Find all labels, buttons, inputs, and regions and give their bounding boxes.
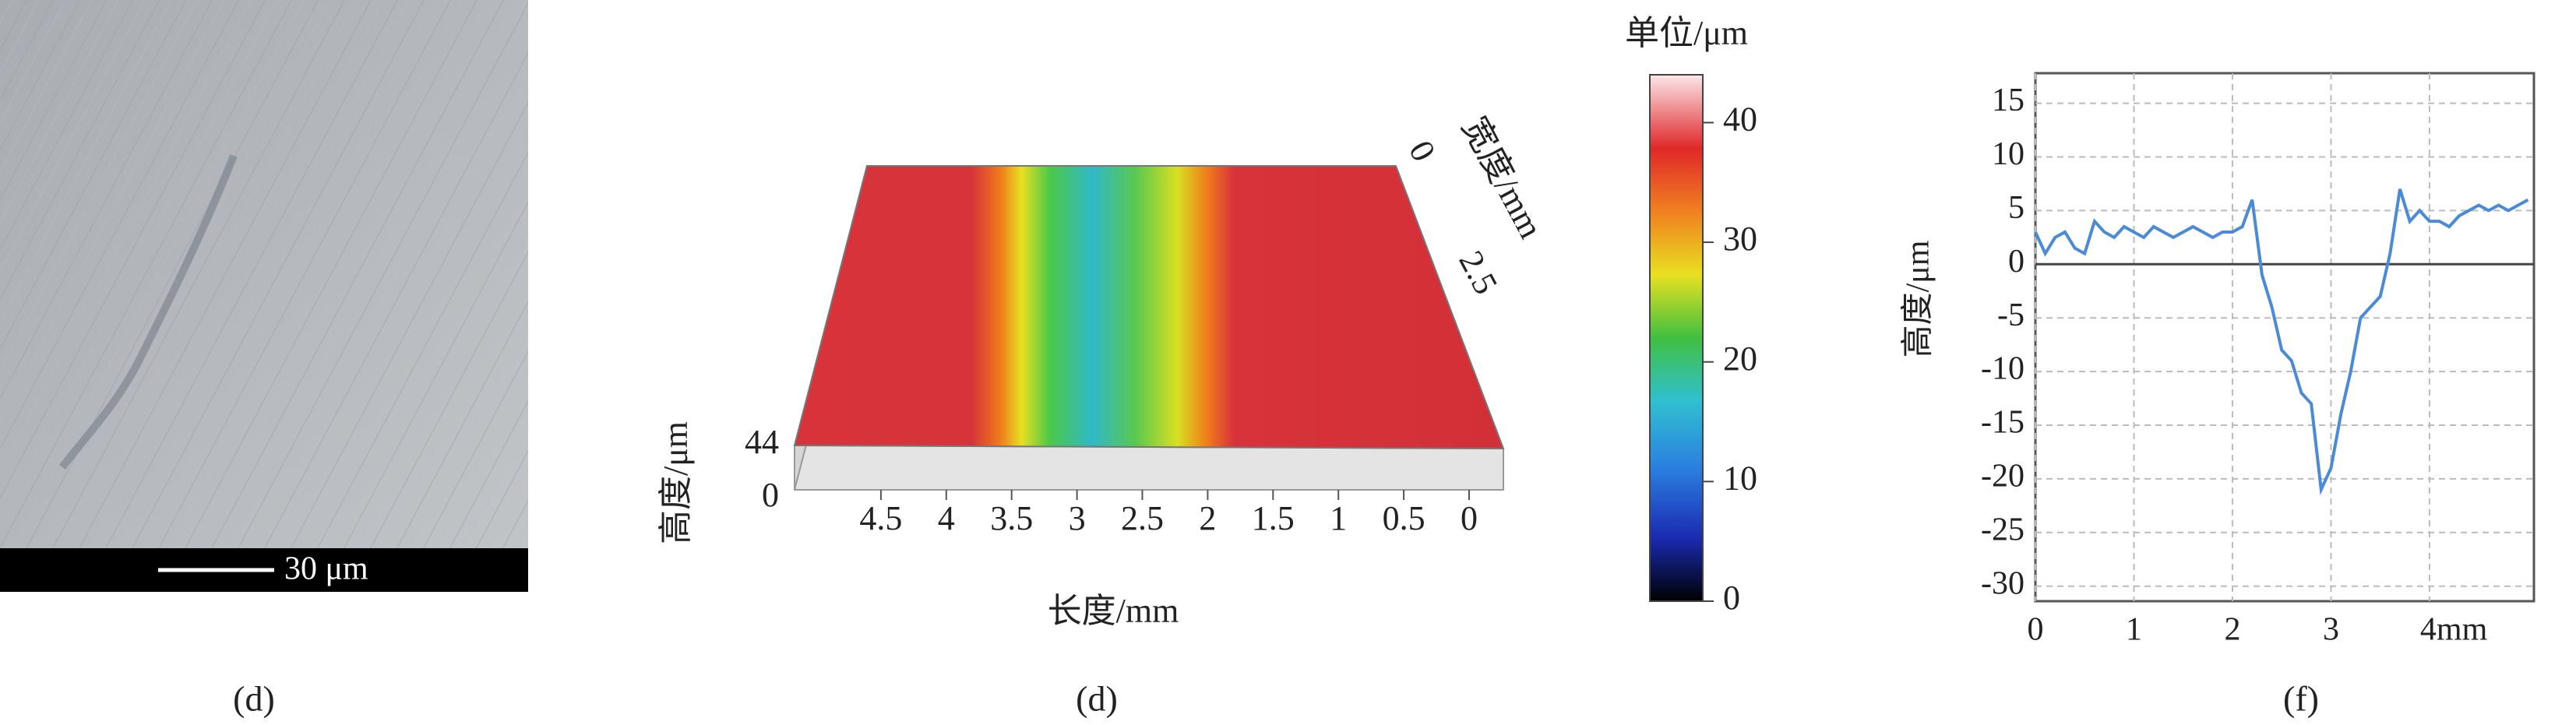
wear-feature [59, 154, 238, 470]
width-tick-label: 2.5 [1451, 245, 1505, 301]
length-tick-label: 4 [938, 499, 955, 537]
colorbar-tick-label: 20 [1723, 340, 1757, 378]
caption: (d) [233, 679, 275, 719]
height-label: 高度/μm [657, 421, 695, 544]
length-tick-label: 0 [1461, 499, 1478, 537]
length-tick-label: 2.5 [1121, 499, 1164, 537]
colorbar-tick-label: 40 [1723, 100, 1757, 139]
x-tick-label: 3 [2323, 612, 2339, 648]
surface-top [793, 165, 1505, 450]
length-tick-label: 2 [1199, 499, 1216, 537]
length-tick-label: 0.5 [1383, 499, 1425, 537]
height-tick-label: 44 [745, 423, 779, 461]
colorbar-tick-label: 30 [1723, 220, 1757, 258]
width-label: 宽度/mm [1455, 111, 1550, 245]
y-tick-label: -20 [1981, 459, 2025, 494]
y-tick-label: 5 [2008, 190, 2025, 226]
colorbar-title: 单位/μm [1625, 14, 1748, 52]
colorbar-tick-label: 0 [1723, 579, 1740, 617]
y-tick-label: 0 [2008, 244, 2025, 280]
profile-line [2034, 188, 2529, 496]
y-tick-label: -25 [1981, 512, 2025, 547]
width-tick-label: 0 [1401, 135, 1443, 167]
y-tick-label: 10 [1992, 136, 2025, 172]
length-tick-label: 3.5 [990, 499, 1033, 537]
y-tick-label: -10 [1981, 351, 2025, 387]
length-tick-label: 3 [1069, 499, 1086, 537]
colorbar-tick-label: 10 [1723, 459, 1757, 497]
caption: (f) [2283, 679, 2319, 719]
x-tick-label: 0 [2028, 612, 2044, 648]
caption: (d) [1076, 679, 1118, 719]
micrograph-texture [0, 0, 528, 592]
x-tick-label: 2 [2224, 612, 2240, 648]
x-tick-label: 4mm [2420, 612, 2488, 648]
y-tick-label: 15 [1992, 83, 2025, 118]
x-tick-label: 1 [2126, 612, 2142, 648]
length-label: 长度/mm [1048, 592, 1179, 630]
y-tick-label: -5 [1997, 297, 2025, 333]
colorbar [1649, 74, 1704, 602]
plot-area [2034, 72, 2535, 603]
y-axis-label: 高度/μm [1901, 240, 1936, 357]
scale-bar-label: 30 μm [284, 551, 368, 587]
length-tick-label: 1 [1330, 499, 1347, 537]
height-tick-label: 0 [762, 476, 779, 514]
surface-front-face [794, 444, 1504, 491]
length-tick-label: 1.5 [1252, 499, 1295, 537]
length-tick-label: 4.5 [859, 499, 902, 537]
y-tick-label: -30 [1981, 565, 2025, 601]
y-tick-label: -15 [1981, 405, 2025, 441]
